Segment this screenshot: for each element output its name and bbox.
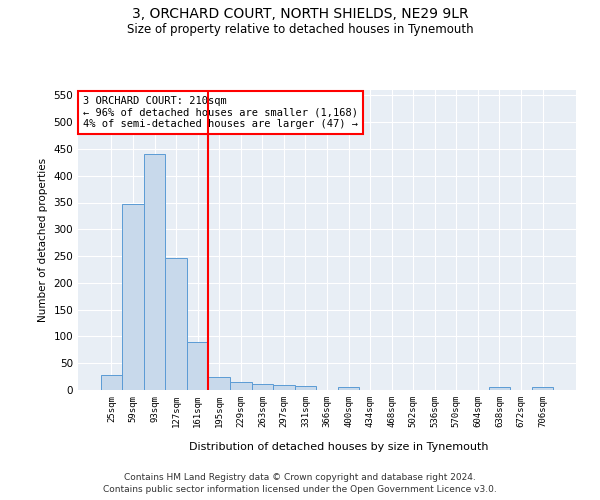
Bar [295, 386, 316, 390]
Bar [230, 382, 251, 390]
Text: 3, ORCHARD COURT, NORTH SHIELDS, NE29 9LR: 3, ORCHARD COURT, NORTH SHIELDS, NE29 9L… [131, 8, 469, 22]
Bar [251, 384, 273, 390]
Bar [208, 376, 230, 390]
Y-axis label: Number of detached properties: Number of detached properties [38, 158, 48, 322]
Bar [338, 388, 359, 390]
Bar [273, 384, 295, 390]
Bar [122, 204, 144, 390]
Text: Distribution of detached houses by size in Tynemouth: Distribution of detached houses by size … [189, 442, 489, 452]
Bar [532, 388, 553, 390]
Text: Contains public sector information licensed under the Open Government Licence v3: Contains public sector information licen… [103, 485, 497, 494]
Text: Size of property relative to detached houses in Tynemouth: Size of property relative to detached ho… [127, 22, 473, 36]
Bar [166, 258, 187, 390]
Bar [144, 154, 166, 390]
Text: 3 ORCHARD COURT: 210sqm
← 96% of detached houses are smaller (1,168)
4% of semi-: 3 ORCHARD COURT: 210sqm ← 96% of detache… [83, 96, 358, 129]
Bar [187, 342, 208, 390]
Text: Contains HM Land Registry data © Crown copyright and database right 2024.: Contains HM Land Registry data © Crown c… [124, 472, 476, 482]
Bar [488, 388, 510, 390]
Bar [101, 375, 122, 390]
